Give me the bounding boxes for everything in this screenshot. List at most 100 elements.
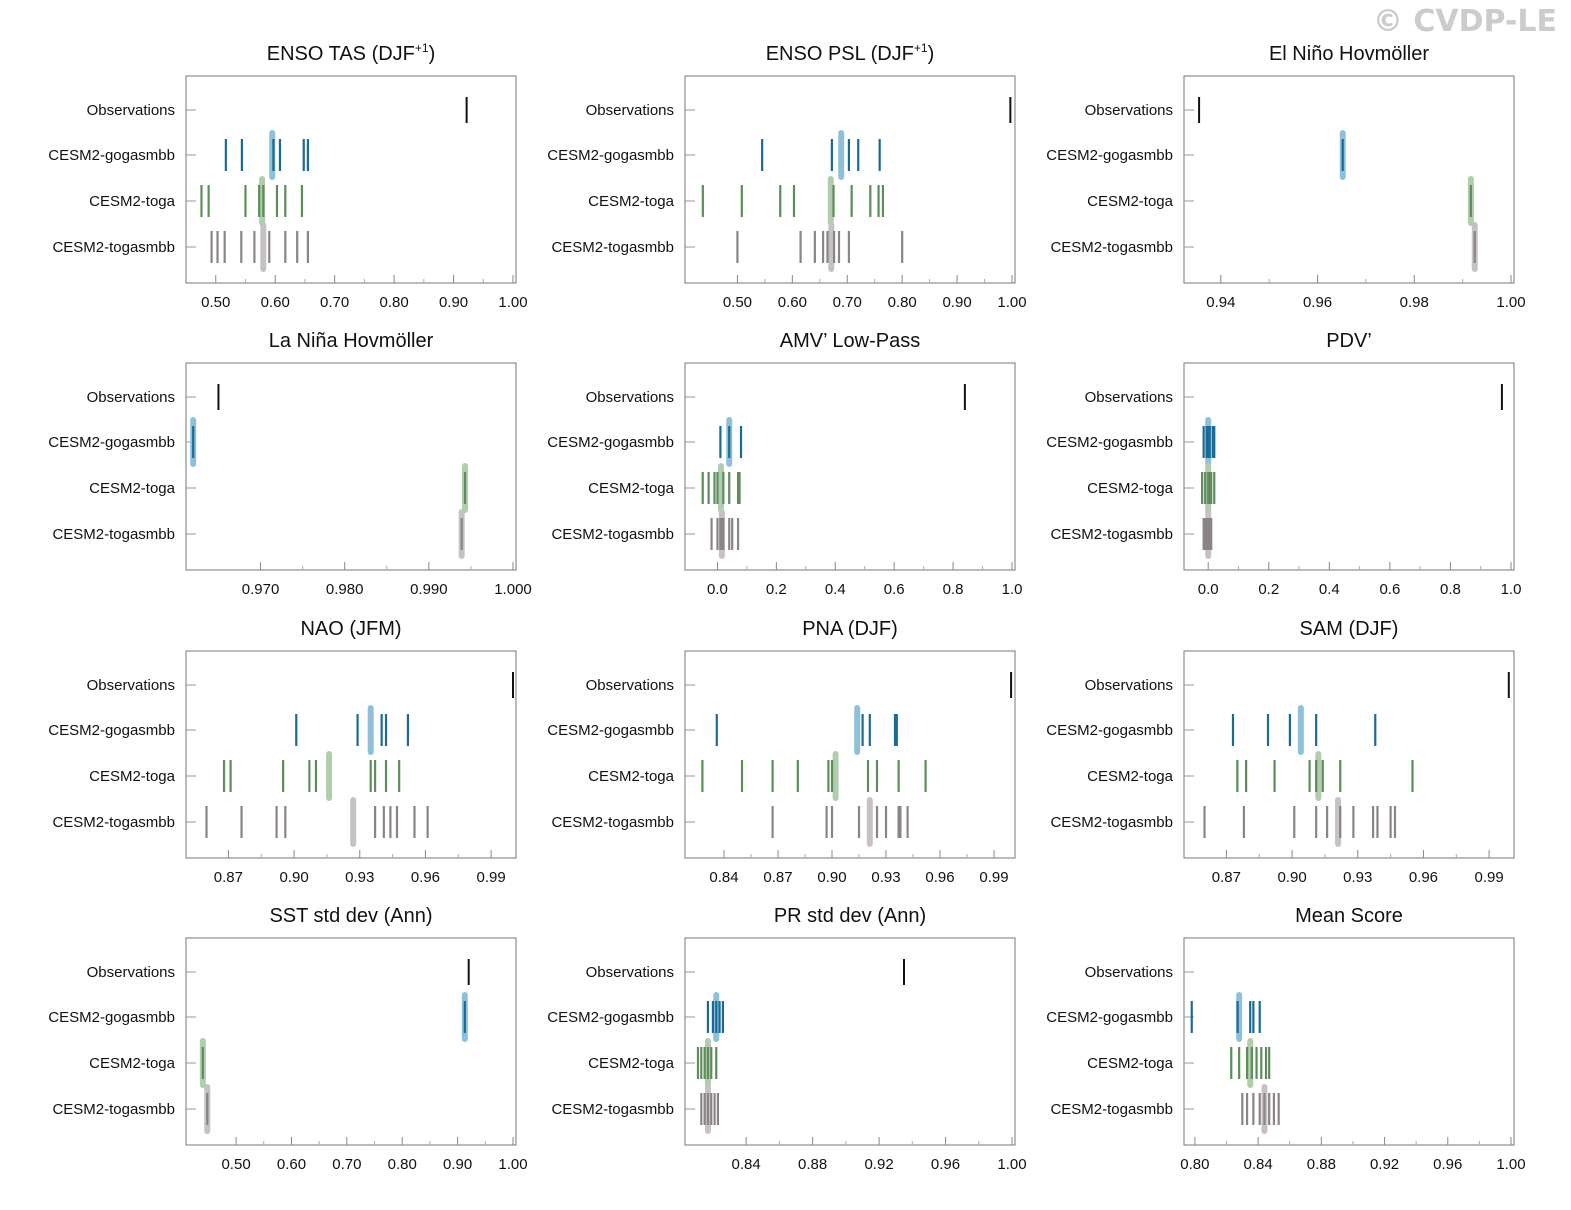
row-label: CESM2-toga — [89, 1055, 176, 1072]
panel-frame — [684, 650, 1016, 859]
x-tick-label: 0.88 — [798, 1156, 827, 1173]
x-tick-label: 0.96 — [925, 869, 954, 886]
panel-11: PR std dev (Ann) Observations CESM2-gogasm… — [547, 905, 1026, 1173]
x-tick-label: 0.50 — [221, 1156, 250, 1173]
x-tick-label: 0.94 — [1206, 294, 1235, 311]
row-label: Observations — [87, 677, 175, 694]
panel-1: ENSO TAS (DJF+1) Observations CESM2-gogasm… — [48, 41, 527, 311]
row-label: CESM2-togasmbb — [551, 239, 674, 256]
row-label: CESM2-gogasmbb — [1046, 722, 1173, 739]
panel-9: SAM (DJF) Observations CESM2-gogasmbb CESM2… — [1046, 618, 1515, 886]
row-label: Observations — [586, 102, 674, 119]
x-tick-label: 0.0 — [707, 581, 728, 598]
panel-title: PR std dev (Ann) — [774, 905, 926, 927]
row-label: CESM2-togasmbb — [1050, 814, 1173, 831]
row-label: CESM2-togasmbb — [52, 526, 175, 543]
row-label: CESM2-gogasmbb — [48, 434, 175, 451]
x-tick-label: 0.90 — [1277, 869, 1306, 886]
panel-frame — [185, 650, 517, 859]
panel-title-text: PDV’ — [1326, 330, 1372, 352]
row-label: CESM2-gogasmbb — [547, 1009, 674, 1026]
panel-title: El Niño Hovmöller — [1269, 43, 1429, 65]
panel-title: SAM (DJF) — [1300, 618, 1399, 640]
panel-title: NAO (JFM) — [300, 618, 401, 640]
x-tick-label: 0.99 — [1475, 869, 1504, 886]
x-tick-label: 0.96 — [411, 869, 440, 886]
x-tick-label: 1.0 — [1002, 581, 1023, 598]
panel-3: El Niño Hovmöller Observations CESM2-gogas… — [1046, 43, 1525, 311]
panel-title-text: SAM (DJF) — [1300, 618, 1399, 640]
x-tick-label: 0.96 — [931, 1156, 960, 1173]
row-label: CESM2-toga — [1087, 768, 1174, 785]
x-tick-label: 0.84 — [709, 869, 738, 886]
row-label: CESM2-togasmbb — [551, 526, 674, 543]
x-tick-label: 0.70 — [320, 294, 349, 311]
panel-frame — [185, 362, 517, 571]
row-label: CESM2-togasmbb — [52, 1101, 175, 1118]
panel-4: La Niña Hovmöller Observations CESM2-gogas… — [48, 330, 532, 598]
row-label: Observations — [87, 964, 175, 981]
panel-title-text: PNA (DJF) — [802, 618, 898, 640]
x-tick-label: 0.50 — [723, 294, 752, 311]
x-tick-label: 0.99 — [477, 869, 506, 886]
x-tick-label: 1.0 — [1501, 581, 1522, 598]
panel-title-superscript: +1 — [415, 41, 429, 55]
x-tick-label: 0.6 — [884, 581, 905, 598]
row-label: CESM2-togasmbb — [1050, 1101, 1173, 1118]
x-tick-label: 0.50 — [201, 294, 230, 311]
panel-frame — [1183, 650, 1515, 859]
panel-title: ENSO PSL (DJF+1) — [766, 41, 935, 65]
x-tick-label: 0.88 — [1307, 1156, 1336, 1173]
panel-frame — [1183, 362, 1515, 571]
row-label: CESM2-gogasmbb — [48, 1009, 175, 1026]
panel-title: La Niña Hovmöller — [269, 330, 434, 352]
panel-title-text: AMV’ Low-Pass — [780, 330, 920, 352]
panel-title: ENSO TAS (DJF+1) — [267, 41, 436, 65]
x-tick-label: 0.93 — [345, 869, 374, 886]
x-tick-label: 0.84 — [1244, 1156, 1273, 1173]
panel-title-text: NAO (JFM) — [300, 618, 401, 640]
panel-title-text: ENSO PSL (DJF — [766, 43, 914, 65]
copyright-watermark: © CVDP-LE — [1372, 4, 1557, 39]
row-label: CESM2-togasmbb — [52, 814, 175, 831]
panel-title: PNA (DJF) — [802, 618, 898, 640]
x-tick-label: 1.00 — [997, 1156, 1026, 1173]
x-tick-label: 0.8 — [943, 581, 964, 598]
x-tick-label: 0.96 — [1303, 294, 1332, 311]
row-label: Observations — [586, 964, 674, 981]
x-tick-label: 0.84 — [732, 1156, 761, 1173]
panel-title-text: PR std dev (Ann) — [774, 905, 926, 927]
panel-6: PDV’ Observations CESM2-gogasmbb CESM2-toga… — [1046, 330, 1521, 598]
panel-title: SST std dev (Ann) — [269, 905, 432, 927]
row-label: CESM2-toga — [89, 193, 176, 210]
panel-title-text: La Niña Hovmöller — [269, 330, 434, 352]
x-tick-label: 0.92 — [1370, 1156, 1399, 1173]
panel-frame — [1183, 937, 1515, 1146]
panel-title-superscript: +1 — [914, 41, 928, 55]
x-tick-label: 0.80 — [379, 294, 408, 311]
x-tick-label: 0.80 — [1180, 1156, 1209, 1173]
row-label: CESM2-togasmbb — [551, 1101, 674, 1118]
panel-title-text: El Niño Hovmöller — [1269, 43, 1429, 65]
row-label: Observations — [87, 389, 175, 406]
x-tick-label: 1.00 — [1496, 294, 1525, 311]
x-tick-label: 0.60 — [778, 294, 807, 311]
panel-frame — [684, 362, 1016, 571]
x-tick-label: 0.90 — [817, 869, 846, 886]
panel-5: AMV’ Low-Pass Observations CESM2-gogasmbb C… — [547, 330, 1022, 598]
panel-title-end: ) — [429, 43, 436, 65]
x-tick-label: 1.00 — [1496, 1156, 1525, 1173]
row-label: CESM2-togasmbb — [551, 814, 674, 831]
panel-2: ENSO PSL (DJF+1) Observations CESM2-gogasm… — [547, 41, 1026, 311]
row-label: Observations — [1085, 102, 1173, 119]
panel-title-text: SST std dev (Ann) — [269, 905, 432, 927]
x-tick-label: 0.92 — [864, 1156, 893, 1173]
row-label: CESM2-gogasmbb — [1046, 147, 1173, 164]
panel-title-text: Mean Score — [1295, 905, 1403, 927]
row-label: CESM2-togasmbb — [1050, 526, 1173, 543]
row-label: CESM2-toga — [1087, 1055, 1174, 1072]
panel-title: Mean Score — [1295, 905, 1403, 927]
row-label: Observations — [1085, 964, 1173, 981]
panel-frame — [185, 75, 517, 284]
panel-8: PNA (DJF) Observations CESM2-gogasmbb CESM2… — [547, 618, 1016, 886]
